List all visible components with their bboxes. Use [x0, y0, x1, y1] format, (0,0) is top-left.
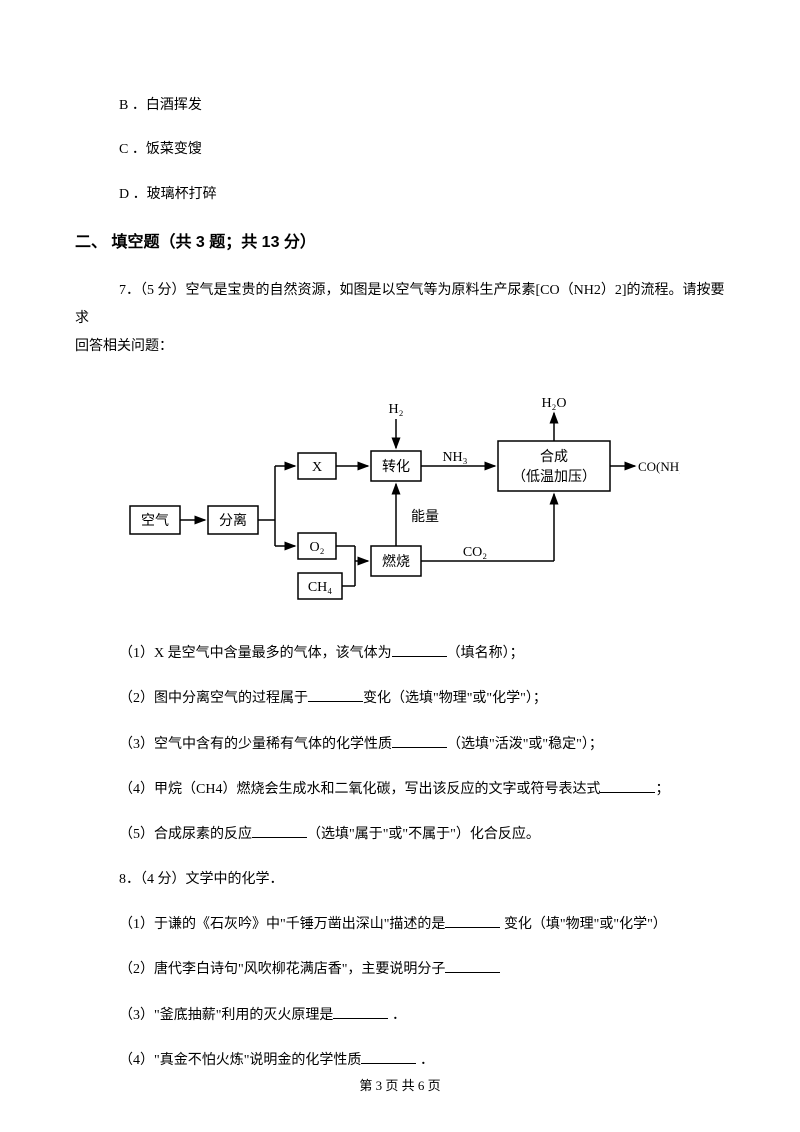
label-nh3: NH₃	[442, 450, 467, 465]
label-ch4: CH₄	[308, 580, 332, 595]
option-c: C ．饭菜变馊	[119, 139, 725, 161]
blank	[361, 1050, 416, 1064]
q7-sub4: （4）甲烷（CH4）燃烧会生成水和二氧化碳，写出该反应的文字或符号表达式 ；	[119, 777, 725, 802]
blank	[392, 734, 447, 748]
label-o2: O₂	[310, 540, 325, 555]
blank	[445, 959, 500, 973]
q8-sub4: （4）"真金不怕火炼"说明金的化学性质 ．	[119, 1048, 725, 1073]
label-product-text: CO(NH₂)₂	[638, 459, 680, 474]
q8-sub1: （1）于谦的《石灰吟》中"千锤万凿出深山"描述的是 变化（填"物理"或"化学"）	[119, 912, 725, 937]
q8-sub3: （3）"釜底抽薪"利用的灭火原理是 ．	[119, 1003, 725, 1028]
label-h2: H₂	[389, 402, 404, 417]
option-d: D ．玻璃杯打碎	[119, 184, 725, 206]
q8-sub4-suffix: ．	[416, 1053, 434, 1068]
label-separate: 分离	[219, 512, 247, 529]
question-7-intro: 7．（5 分）空气是宝贵的自然资源，如图是以空气等为原料生产尿素[CO（NH2）…	[75, 277, 725, 361]
q8-sub2: （2）唐代李白诗句"风吹柳花满店香"，主要说明分子	[119, 957, 725, 982]
option-b: B ．白酒挥发	[119, 95, 725, 117]
page-footer: 第 3 页 共 6 页	[0, 1075, 800, 1094]
label-x: X	[312, 460, 322, 475]
label-transform: 转化	[382, 459, 410, 475]
label-energy: 能量	[411, 509, 439, 525]
q7-sub1-suffix: （填名称）；	[447, 646, 524, 661]
q7-sub5-text: （5）合成尿素的反应	[119, 827, 252, 842]
section-title: 二、 填空题（共 3 题；共 13 分）	[75, 228, 725, 252]
q7-sub2-suffix: 变化（选填"物理"或"化学"）；	[363, 691, 547, 706]
q7-sub4-suffix: ；	[655, 782, 669, 797]
q7-sub5: （5）合成尿素的反应 （选填"属于"或"不属于"）化合反应。	[119, 822, 725, 847]
q7-sub5-suffix: （选填"属于"或"不属于"）化合反应。	[307, 827, 540, 842]
blank	[445, 914, 500, 928]
q7-sub3-suffix: （选填"活泼"或"稳定"）；	[447, 737, 603, 752]
q7-sub3-text: （3）空气中含有的少量稀有气体的化学性质	[119, 737, 392, 752]
q8-sub3-text: （3）"釜底抽薪"利用的灭火原理是	[119, 1008, 333, 1023]
q7-sub2: （2）图中分离空气的过程属于 变化（选填"物理"或"化学"）；	[119, 686, 725, 711]
q8-sub1-suffix: 变化（填"物理"或"化学"）	[500, 917, 666, 932]
q7-intro-line1: 7．（5 分）空气是宝贵的自然资源，如图是以空气等为原料生产尿素[CO（NH2）…	[75, 283, 725, 326]
q7-sub2-text: （2）图中分离空气的过程属于	[119, 691, 308, 706]
label-air: 空气	[141, 513, 169, 529]
q7-intro-line2: 回答相关问题：	[75, 339, 173, 354]
q7-sub1: （1）X 是空气中含量最多的气体，该气体为 （填名称）；	[119, 641, 725, 666]
blank	[600, 779, 655, 793]
label-h2o: H₂O	[541, 396, 566, 411]
q8-sub4-text: （4）"真金不怕火炼"说明金的化学性质	[119, 1053, 361, 1068]
q8-sub1-text: （1）于谦的《石灰吟》中"千锤万凿出深山"描述的是	[119, 917, 445, 932]
q7-sub3: （3）空气中含有的少量稀有气体的化学性质 （选填"活泼"或"稳定"）；	[119, 732, 725, 757]
q8-sub3-suffix: ．	[388, 1008, 406, 1023]
blank	[392, 643, 447, 657]
label-burn: 燃烧	[382, 553, 410, 570]
blank	[308, 688, 363, 702]
label-synthesize-l2: （低温加压）	[512, 469, 596, 485]
label-co2: CO₂	[463, 545, 487, 560]
question-8-intro: 8．（4 分）文学中的化学．	[119, 867, 725, 892]
q7-sub4-text: （4）甲烷（CH4）燃烧会生成水和二氧化碳，写出该反应的文字或符号表达式	[119, 782, 600, 797]
flow-diagram: 空气 分离 X O₂ CH₄ 转化 H₂	[120, 391, 680, 611]
q7-sub1-text: （1）X 是空气中含量最多的气体，该气体为	[119, 646, 392, 661]
blank	[252, 824, 307, 838]
blank	[333, 1005, 388, 1019]
q8-sub2-text: （2）唐代李白诗句"风吹柳花满店香"，主要说明分子	[119, 962, 445, 977]
label-synthesize-l1: 合成	[540, 449, 568, 465]
